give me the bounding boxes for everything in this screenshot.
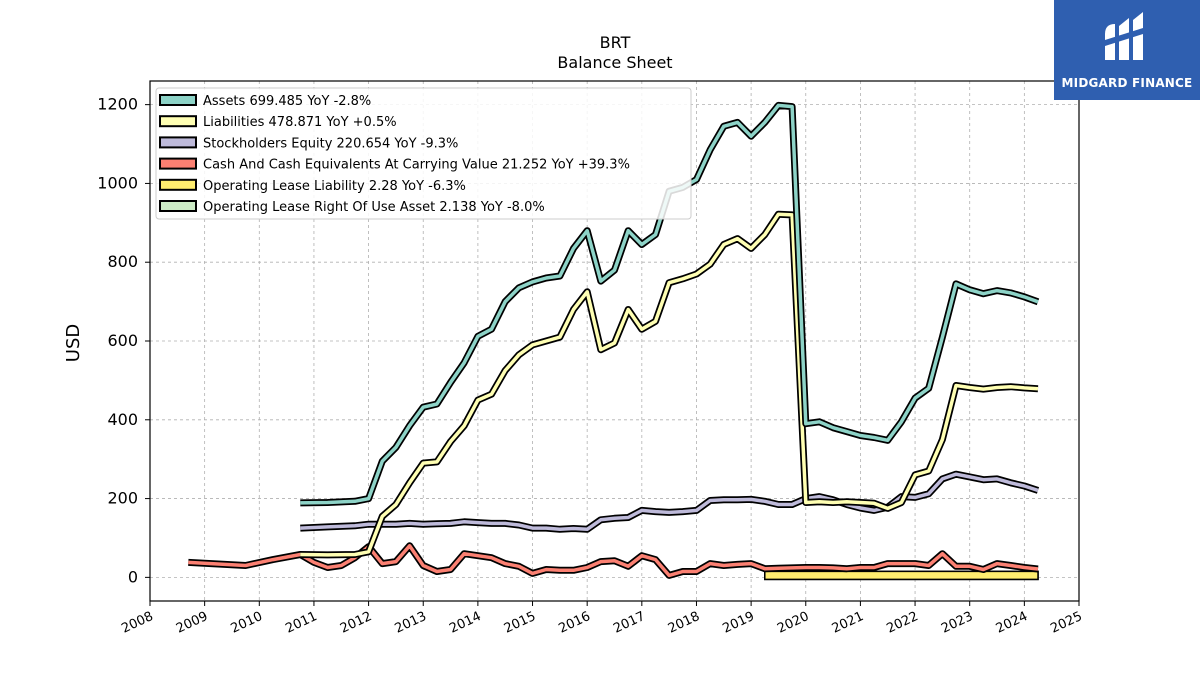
x-tick-label: 2015 bbox=[502, 609, 538, 637]
x-tick-label: 2014 bbox=[447, 609, 483, 637]
y-tick-label: 800 bbox=[107, 252, 138, 271]
y-tick-label: 1000 bbox=[97, 173, 138, 192]
legend-swatch bbox=[159, 157, 197, 170]
y-tick-label: 600 bbox=[107, 331, 138, 350]
series-stroke bbox=[300, 472, 1039, 532]
chart-title: BRT bbox=[600, 33, 631, 52]
legend-entry: Operating Lease Liability 2.28 YoY -6.3% bbox=[203, 179, 466, 194]
series-line-4 bbox=[764, 570, 1039, 581]
legend-entry: Liabilities 478.871 YoY +0.5% bbox=[203, 115, 397, 130]
y-axis-label: USD bbox=[63, 324, 84, 362]
legend-box bbox=[155, 87, 692, 220]
x-tick-label: 2013 bbox=[393, 609, 429, 637]
midgard-finance-logo: MIDGARD FINANCE bbox=[1054, 0, 1200, 100]
legend-entry: Operating Lease Right Of Use Asset 2.138… bbox=[203, 200, 545, 215]
x-tick-label: 2020 bbox=[775, 609, 811, 637]
x-tick-label: 2021 bbox=[830, 609, 866, 637]
legend: Assets 699.485 YoY -2.8% Liabilities 478.… bbox=[155, 87, 692, 220]
series-stroke bbox=[300, 212, 1039, 557]
x-tick-label: 2023 bbox=[939, 609, 975, 637]
legend-entry: Assets 699.485 YoY -2.8% bbox=[203, 94, 371, 109]
x-tick-label: 2022 bbox=[884, 609, 920, 637]
legend-swatch bbox=[159, 115, 197, 128]
legend-swatch bbox=[159, 178, 197, 191]
y-tick-label: 400 bbox=[107, 410, 138, 429]
x-tick-label: 2011 bbox=[283, 609, 319, 637]
x-tick-label: 2016 bbox=[557, 609, 593, 637]
x-tick-label: 2024 bbox=[994, 609, 1030, 637]
chart-subtitle: Balance Sheet bbox=[557, 53, 672, 72]
legend-entry: Stockholders Equity 220.654 YoY -9.3% bbox=[203, 136, 458, 151]
legend-swatch bbox=[159, 200, 197, 212]
y-tick-label: 0 bbox=[128, 567, 138, 586]
legend-swatch bbox=[159, 136, 197, 149]
legend-swatch bbox=[159, 94, 197, 106]
x-tick-label: 2019 bbox=[720, 609, 756, 637]
x-tick-label: 2025 bbox=[1048, 609, 1084, 637]
midgard-m-icon bbox=[1105, 12, 1143, 60]
legend-entry: Cash And Cash Equivalents At Carrying Va… bbox=[203, 158, 630, 173]
x-tick-label: 2012 bbox=[338, 609, 374, 637]
x-tick-label: 2017 bbox=[611, 609, 647, 637]
logo-name: MIDGARD FINANCE bbox=[1061, 76, 1193, 90]
x-tick-label: 2008 bbox=[119, 609, 155, 637]
series-stroke bbox=[188, 544, 1039, 578]
y-tick-label: 200 bbox=[107, 489, 138, 508]
series-line-2 bbox=[300, 470, 1040, 533]
series-line-3 bbox=[188, 542, 1039, 579]
x-tick-label: 2010 bbox=[229, 609, 265, 637]
x-tick-label: 2018 bbox=[666, 609, 702, 637]
y-tick-label: 1200 bbox=[97, 95, 138, 114]
x-tick-label: 2009 bbox=[174, 609, 210, 637]
series-line-1 bbox=[300, 210, 1039, 559]
series-band bbox=[764, 570, 1039, 581]
